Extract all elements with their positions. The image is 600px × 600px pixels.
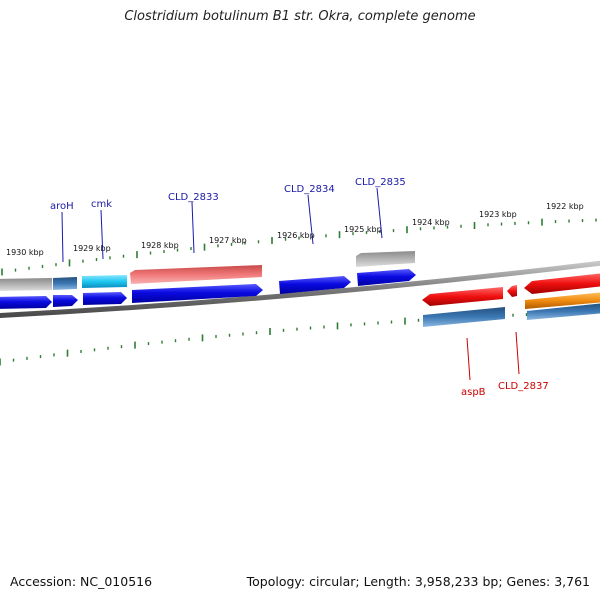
gene-label-CLD_2833[interactable]: CLD_2833 [168, 192, 219, 203]
gene-label-aspB[interactable]: aspB [461, 387, 486, 398]
leader-line [307, 194, 314, 245]
features-lower-reverse [422, 273, 600, 327]
kbp-label: 1927 kbp [209, 236, 247, 245]
gene-arrow[interactable] [507, 285, 517, 297]
kbp-label: 1928 kbp [141, 241, 179, 250]
leader-line [100, 209, 104, 260]
gene-feature[interactable] [53, 277, 77, 290]
features-upper-light [0, 251, 415, 291]
kbp-label: 1923 kbp [479, 210, 517, 219]
ticks-upper [1, 218, 597, 276]
gene-arrow[interactable] [53, 295, 78, 307]
kbp-label: 1929 kbp [73, 244, 111, 253]
gene-arrow[interactable] [83, 292, 127, 305]
gene-arrow[interactable] [524, 273, 600, 294]
kbp-label: 1922 kbp [546, 202, 584, 211]
gene-feature[interactable] [356, 251, 415, 267]
gene-label-cmk[interactable]: cmk [91, 199, 112, 210]
features-upper-forward [0, 269, 416, 309]
gene-arrow[interactable] [279, 276, 351, 294]
gene-label-aroH[interactable]: aroH [50, 201, 74, 212]
leader-line [61, 211, 64, 263]
genome-summary: Topology: circular; Length: 3,958,233 bp… [246, 574, 590, 589]
accession-text: Accession: NC_010516 [10, 574, 153, 589]
kbp-label: 1926 kbp [277, 231, 315, 240]
kbp-labels: 1930 kbp 1929 kbp 1928 kbp 1927 kbp 1926… [6, 202, 584, 257]
gene-feature[interactable] [130, 265, 262, 284]
kbp-label: 1924 kbp [412, 218, 450, 227]
leader-line [191, 201, 195, 254]
leader-line [376, 187, 383, 239]
kbp-label: 1930 kbp [6, 248, 44, 257]
gene-arrow[interactable] [422, 287, 503, 306]
gene-arrow[interactable] [357, 269, 416, 286]
gene-arrow[interactable] [0, 296, 52, 309]
gene-label-CLD_2837[interactable]: CLD_2837 [498, 381, 549, 392]
leader-line [466, 337, 471, 381]
gene-feature[interactable] [82, 275, 127, 288]
gene-feature[interactable] [525, 292, 600, 309]
backbone-arc [0, 260, 600, 318]
gene-labels-forward: aroH cmk CLD_2833 CLD_2834 CLD_2835 [50, 177, 406, 263]
gene-arrow[interactable] [132, 284, 263, 303]
gene-feature[interactable] [0, 278, 52, 291]
genome-title: Clostridium botulinum B1 str. Okra, comp… [124, 9, 476, 24]
kbp-label: 1925 kbp [344, 225, 382, 234]
leader-line [515, 331, 520, 375]
gene-label-CLD_2834[interactable]: CLD_2834 [284, 184, 335, 195]
gene-feature[interactable] [423, 307, 505, 327]
gene-labels-reverse: aspB CLD_2837 [461, 331, 549, 398]
gene-label-CLD_2835[interactable]: CLD_2835 [355, 177, 406, 188]
gene-feature[interactable] [527, 303, 600, 320]
